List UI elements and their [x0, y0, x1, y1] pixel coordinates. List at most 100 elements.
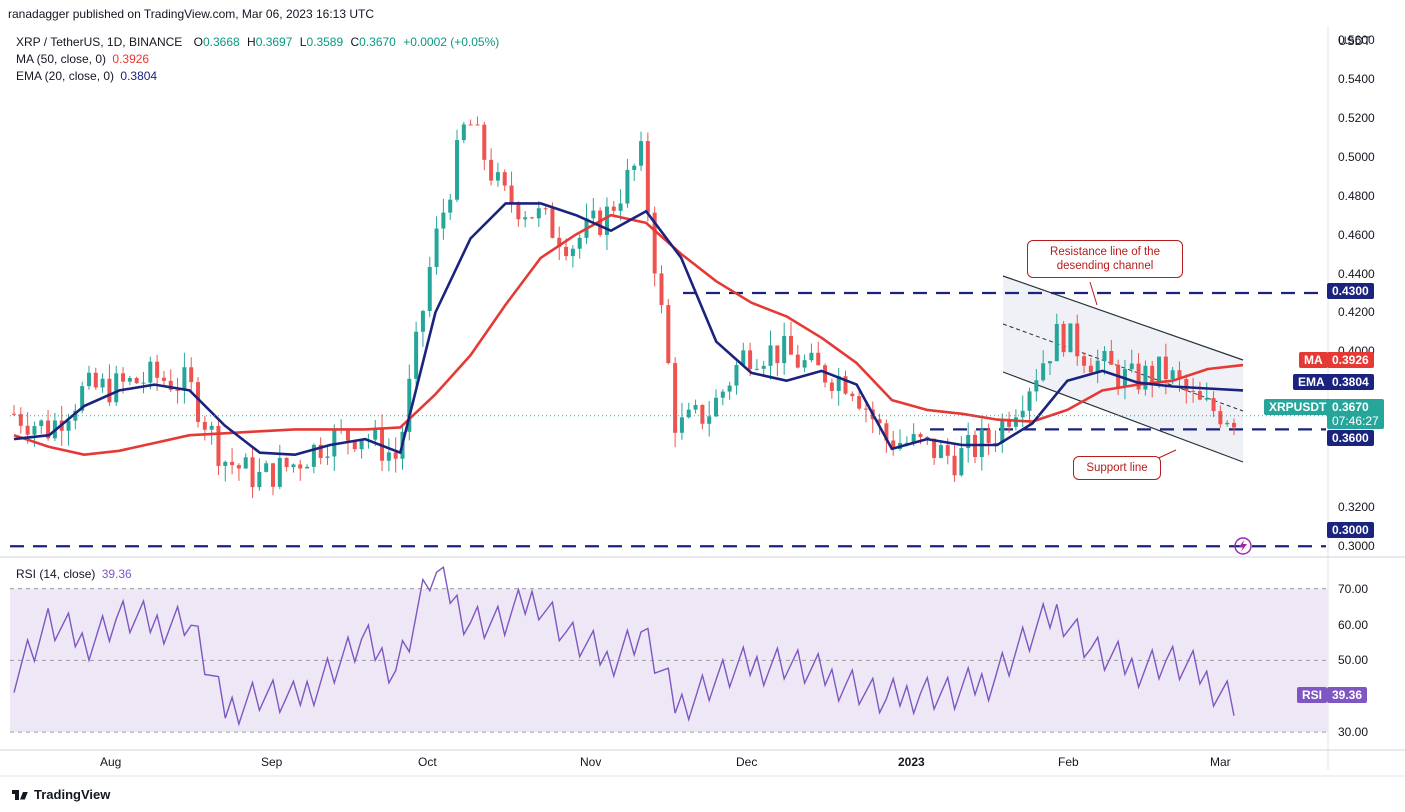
candle-body: [1027, 391, 1032, 411]
candle-body: [305, 466, 310, 469]
candle-body: [1102, 350, 1107, 361]
price-tick-label: 0.4600: [1338, 227, 1375, 242]
resistance-price-tag: 0.4300: [1327, 283, 1374, 299]
candle-body: [80, 386, 85, 411]
tradingview-logo[interactable]: TradingView: [12, 787, 110, 802]
publish-credit: ranadagger published on TradingView.com,…: [8, 7, 375, 21]
candle-body: [100, 378, 105, 388]
candle-body: [863, 408, 868, 410]
candle-body: [659, 273, 664, 306]
candle-body: [1075, 323, 1080, 357]
candle-body: [741, 350, 746, 366]
candle-body: [1054, 323, 1059, 362]
candle-body: [625, 169, 630, 204]
candle-body: [775, 345, 780, 364]
candle-body: [938, 445, 943, 458]
candle-body: [168, 380, 173, 390]
ema-label: EMA (20, close, 0): [16, 69, 115, 83]
rsi-tick-label: 30.00: [1338, 725, 1369, 740]
rsi-line: [13, 565, 1235, 727]
candle-body: [1184, 379, 1189, 391]
candle-body: [666, 305, 671, 364]
candle-body: [577, 237, 582, 249]
resistance-annotation: Resistance line of the desending channel: [1027, 240, 1183, 278]
candle-body: [536, 208, 541, 219]
ohlc-open-label: O: [193, 35, 203, 49]
candle-body: [857, 396, 862, 409]
candle-body: [714, 397, 719, 417]
rsi-axis-value: 39.36: [1327, 687, 1368, 703]
candle-body: [979, 429, 984, 458]
legend-ma-row[interactable]: MA (50, close, 0) 0.3926: [16, 52, 149, 66]
time-tick-label: Mar: [1210, 755, 1231, 769]
ohlc-change: +0.0002 (+0.05%): [403, 35, 500, 49]
candle-body: [734, 365, 739, 386]
candle-body: [1088, 365, 1093, 373]
time-tick-label: Sep: [261, 755, 283, 769]
candle-body: [809, 352, 814, 361]
candle-body: [911, 434, 916, 443]
candle-body: [591, 210, 596, 219]
candle-body: [795, 354, 800, 368]
candle-body: [1218, 411, 1223, 425]
support-annotation: Support line: [1073, 456, 1161, 480]
candle-body: [86, 372, 91, 387]
candle-body: [850, 393, 855, 397]
legend-ema-row[interactable]: EMA (20, close, 0) 0.3804: [16, 69, 157, 83]
ma-axis-value: 0.3926: [1327, 352, 1374, 368]
rsi-tick-label: 70.00: [1338, 581, 1369, 596]
candle-body: [441, 212, 446, 229]
candle-body: [175, 389, 180, 391]
candle-body: [1191, 390, 1196, 392]
candle-body: [250, 457, 255, 488]
candle-body: [1163, 356, 1168, 379]
candle-body: [557, 237, 562, 247]
legend-rsi-row[interactable]: RSI (14, close) 39.36: [16, 567, 132, 581]
rsi-axis-tag: RSI: [1297, 687, 1328, 703]
candle-body: [161, 377, 166, 381]
time-tick-label: 2023: [898, 755, 925, 769]
candle-body: [509, 185, 514, 204]
candle-body: [673, 363, 678, 433]
candle-body: [877, 419, 882, 424]
low-price-tag: 0.3000: [1327, 522, 1374, 538]
last-price-tag: 0.3670 07:46:27: [1327, 399, 1384, 429]
candle-body: [686, 409, 691, 418]
candle-body: [373, 428, 378, 440]
price-tick-label: 0.4800: [1338, 188, 1375, 203]
candle-body: [1061, 323, 1066, 353]
candle-body: [455, 140, 460, 200]
candle-body: [448, 199, 453, 213]
price-tick-label: 0.4200: [1338, 305, 1375, 320]
time-tick-label: Aug: [100, 755, 122, 769]
time-tick-label: Dec: [736, 755, 758, 769]
rsi-value: 39.36: [101, 567, 132, 581]
candle-body: [1007, 418, 1012, 427]
candle-body: [182, 367, 187, 391]
candle-body: [243, 457, 248, 469]
candle-body: [918, 434, 923, 438]
candle-body: [816, 352, 821, 366]
tradingview-brand: TradingView: [34, 787, 111, 802]
candle-body: [645, 141, 650, 213]
candle-body: [495, 172, 500, 181]
candle-body: [189, 367, 194, 383]
price-tick-label: 0.5600: [1338, 32, 1375, 47]
candle-body: [270, 463, 275, 487]
candle-body: [489, 159, 494, 181]
time-tick-label: Feb: [1058, 755, 1079, 769]
time-tick-label: Oct: [418, 755, 437, 769]
candle-body: [1013, 417, 1018, 427]
candle-body: [236, 465, 241, 469]
candle-body: [1095, 360, 1100, 373]
symbol-name[interactable]: XRP / TetherUS, 1D, BINANCE: [16, 35, 183, 49]
candle-body: [284, 457, 289, 468]
candle-body: [502, 172, 507, 186]
last-price: 0.3670: [1332, 400, 1369, 414]
candle-body: [345, 429, 350, 441]
symbol-axis-tag: XRPUSDT: [1264, 399, 1332, 415]
candle-body: [318, 444, 323, 458]
ma-label: MA (50, close, 0): [16, 52, 107, 66]
candle-body: [1225, 422, 1230, 425]
